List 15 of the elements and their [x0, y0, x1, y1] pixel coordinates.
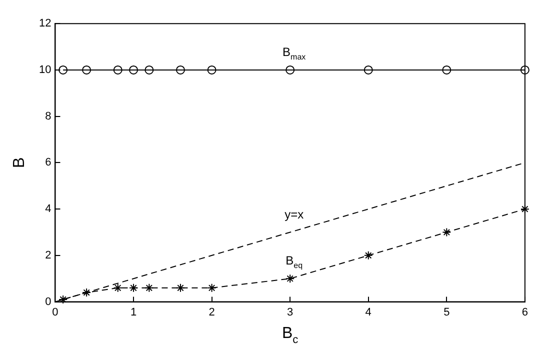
x-tick-label: 1 — [130, 306, 137, 318]
y-axis-title: B — [11, 157, 28, 168]
y-tick-label: 8 — [45, 110, 52, 122]
x-tick-label: 6 — [522, 306, 528, 318]
y-tick-label: 2 — [45, 249, 52, 262]
x-tick-label: 4 — [365, 306, 372, 318]
y-tick-label: 0 — [45, 296, 52, 308]
y-tick-label: 6 — [45, 156, 52, 169]
y-tick-label: 4 — [45, 203, 52, 216]
y-tick-label: 12 — [38, 18, 52, 30]
x-tick-label: 3 — [287, 306, 294, 318]
x-tick-label: 5 — [444, 306, 450, 318]
x-tick-label: 2 — [208, 306, 215, 318]
series-label: y=x — [284, 207, 304, 222]
y-tick-label: 10 — [38, 64, 52, 76]
